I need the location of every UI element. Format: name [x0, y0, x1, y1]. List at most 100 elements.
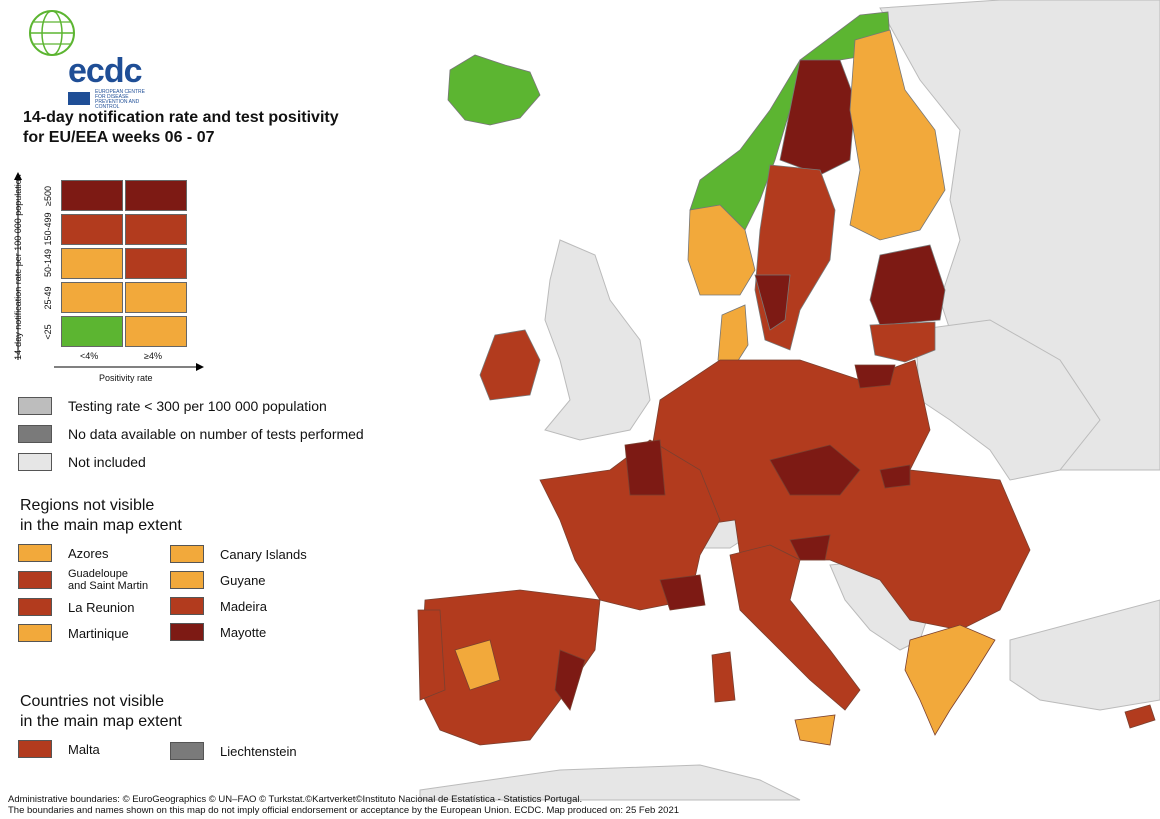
y-tick: <25 [43, 324, 53, 340]
legend-label: Testing rate < 300 per 100 000 populatio… [68, 398, 327, 414]
cyprus [1124, 704, 1156, 729]
matrix-cell [125, 214, 187, 245]
title-line-2: for EU/EEA weeks 06 - 07 [23, 129, 215, 146]
sardinia [711, 651, 736, 703]
country-item: Malta [18, 740, 100, 758]
logo-wordmark: ecdc [68, 52, 142, 90]
matrix-cell [61, 214, 123, 245]
italy [729, 544, 861, 711]
finland [849, 29, 946, 241]
matrix-cell [125, 282, 187, 313]
region-label: La Reunion [68, 599, 135, 615]
matrix-cell [125, 316, 187, 347]
norway-south [687, 204, 756, 296]
eu-flag-icon [68, 92, 90, 105]
footer-line-1: Administrative boundaries: © EuroGeograp… [8, 794, 583, 805]
footer-credits: Administrative boundaries: © EuroGeograp… [8, 794, 679, 816]
sweden-north [779, 59, 856, 176]
y-tick: 150-499 [43, 212, 53, 246]
ireland [479, 329, 541, 401]
matrix-cell [61, 180, 123, 211]
x-axis-arrow [54, 363, 204, 371]
sweden-south [754, 164, 836, 351]
region-label: Martinique [68, 625, 129, 641]
hungary-east [879, 464, 911, 489]
ecdc-logo: ecdc European Centre for Disease Prevent… [22, 8, 145, 110]
y-tick: 25-49 [43, 286, 53, 310]
y-axis-arrow [14, 172, 22, 360]
x-tick: <4% [80, 351, 99, 361]
matrix-y-label: 14-day notification rate per 100 000 pop… [13, 174, 23, 360]
region-item: Guyane [170, 571, 266, 589]
x-tick: ≥4% [144, 351, 162, 361]
region-swatch [18, 624, 52, 642]
region-item: Madeira [170, 597, 267, 615]
footer-line-2: The boundaries and names shown on this m… [8, 805, 680, 816]
region-label: Guadeloupe and Saint Martin [68, 568, 148, 592]
region-item: La Reunion [18, 598, 135, 616]
regions-title-line-1: Regions not visible [20, 497, 155, 514]
region-label: Azores [68, 545, 109, 561]
region-swatch [18, 544, 52, 562]
regions-title: Regions not visible in the main map exte… [20, 496, 182, 536]
lithuania [869, 321, 936, 363]
region-label: Mayotte [220, 624, 267, 640]
country-label: Malta [68, 741, 100, 757]
legend-swatch [18, 397, 52, 415]
valencia [554, 649, 586, 711]
estonia-latvia [869, 244, 946, 326]
matrix-cell [61, 248, 123, 279]
matrix-cell [125, 248, 187, 279]
region-label: Madeira [220, 598, 267, 614]
map-title: 14-day notification rate and test positi… [23, 108, 393, 148]
region-swatch [18, 598, 52, 616]
region-swatch [18, 571, 52, 589]
iceland [447, 54, 541, 126]
country-label: Liechtenstein [220, 743, 297, 759]
countries-title-line-1: Countries not visible [20, 693, 165, 710]
legend-label: No data available on number of tests per… [68, 426, 364, 442]
denmark [717, 304, 749, 371]
region-item: Canary Islands [170, 545, 307, 563]
east-france [624, 439, 666, 496]
portugal-north [417, 609, 446, 701]
region-label-line-1: Guadeloupe [68, 568, 128, 580]
countries-title-line-2: in the main map extent [20, 713, 182, 730]
czechia [769, 444, 861, 496]
country-item: Liechtenstein [170, 742, 297, 760]
logo-subtitle: European Centre for Disease Prevention a… [95, 89, 146, 110]
regions-title-line-2: in the main map extent [20, 517, 182, 534]
provence [659, 574, 706, 611]
poland-north [854, 364, 896, 389]
legend-swatch [18, 425, 52, 443]
legend-label: Not included [68, 454, 146, 470]
region-label: Guyane [220, 572, 266, 588]
y-tick: ≥500 [43, 186, 53, 206]
ukraine-belarus [914, 319, 1101, 481]
region-swatch [170, 545, 204, 563]
region-swatch [170, 571, 204, 589]
iberia [419, 589, 601, 746]
region-label: Canary Islands [220, 546, 307, 562]
gotland-area [754, 274, 791, 331]
region-item: Mayotte [170, 623, 266, 641]
region-swatch [170, 597, 204, 615]
matrix-cell [61, 282, 123, 313]
countries-title: Countries not visible in the main map ex… [20, 692, 182, 732]
region-swatch [170, 623, 204, 641]
y-tick: 50-149 [43, 248, 53, 278]
slovenia-austria [789, 534, 831, 561]
country-swatch [18, 740, 52, 758]
region-label-line-2: and Saint Martin [68, 580, 149, 592]
legend-item: Testing rate < 300 per 100 000 populatio… [18, 397, 327, 415]
north-africa [419, 764, 801, 801]
region-item: Azores [18, 544, 108, 562]
sicily [794, 714, 836, 746]
matrix-cell [125, 180, 187, 211]
globe-icon [29, 10, 75, 56]
uk [544, 239, 651, 441]
turkey [1009, 599, 1160, 711]
region-item: Guadeloupe and Saint Martin [18, 568, 148, 592]
country-swatch [170, 742, 204, 760]
